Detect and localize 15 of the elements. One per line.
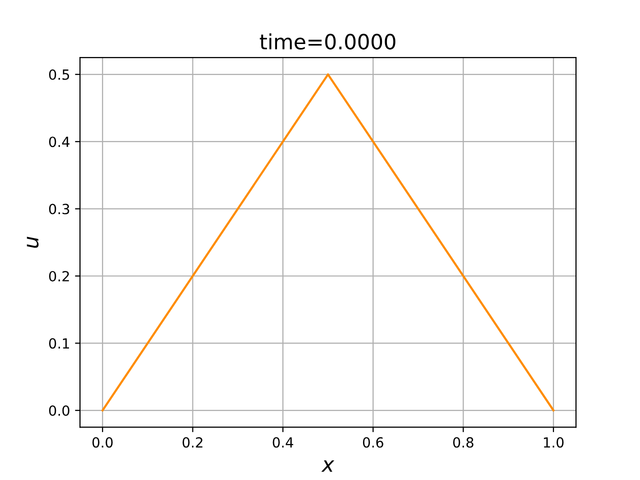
y-tick-label: 0.4 (49, 136, 70, 148)
x-axis-title: x (321, 460, 334, 472)
y-tick-label: 0.3 (49, 204, 70, 214)
y-tick-label: 0.1 (49, 338, 69, 349)
x-tick-label: 0.2 (182, 437, 202, 448)
x-tick-label: 0.6 (362, 437, 384, 448)
y-axis-title: u (26, 236, 39, 248)
x-tick-label: 0.0 (92, 437, 113, 448)
y-tick-label: 0.5 (49, 69, 70, 80)
x-tick-label: 0.8 (453, 437, 474, 448)
y-tick-label: 0.2 (49, 270, 69, 282)
x-tick-label: 1.0 (544, 437, 564, 448)
y-tick-label: 0.0 (49, 405, 70, 416)
x-tick-label: 0.4 (272, 437, 294, 448)
chart-title: time=0.0000 (260, 33, 396, 50)
